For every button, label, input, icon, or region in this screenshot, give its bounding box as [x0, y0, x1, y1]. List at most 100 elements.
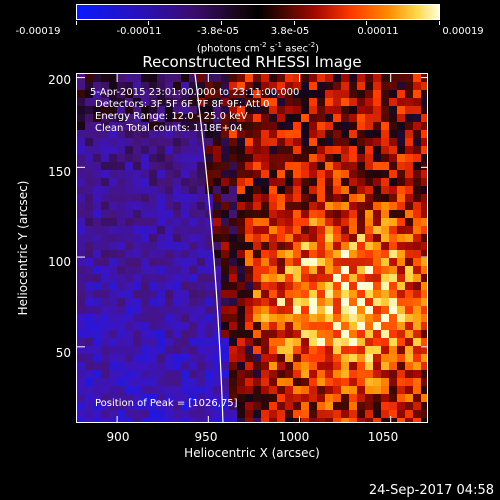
heatmap-cell: [293, 146, 301, 154]
heatmap-cell: [117, 386, 125, 394]
heatmap-cell: [205, 138, 213, 146]
heatmap-cell: [421, 402, 427, 410]
heatmap-cell: [197, 402, 205, 410]
heatmap-cell: [229, 178, 237, 186]
heatmap-cell: [405, 330, 413, 338]
heatmap-cell: [373, 114, 381, 122]
heatmap-cell: [77, 226, 85, 234]
heatmap-cell: [245, 122, 253, 130]
heatmap-cell: [117, 330, 125, 338]
heatmap-cell: [277, 186, 285, 194]
heatmap-cell: [357, 338, 365, 346]
colorbar: [76, 4, 440, 20]
heatmap-cell: [261, 322, 269, 330]
heatmap-cell: [165, 154, 173, 162]
heatmap-cell: [301, 370, 309, 378]
heatmap-cell: [165, 186, 173, 194]
heatmap-cell: [125, 402, 133, 410]
heatmap-cell: [213, 234, 221, 242]
heatmap-cell: [413, 370, 421, 378]
heatmap-cell: [141, 226, 149, 234]
heatmap-cell: [213, 186, 221, 194]
heatmap-cell: [325, 122, 333, 130]
heatmap-cell: [85, 282, 93, 290]
heatmap-cell: [213, 354, 221, 362]
heatmap-cell: [221, 338, 229, 346]
heatmap-cell: [365, 354, 373, 362]
heatmap-cell: [189, 114, 197, 122]
heatmap-cell: [181, 354, 189, 362]
x-tick-label: 1050: [367, 430, 399, 444]
heatmap-cell: [117, 226, 125, 234]
heatmap-cell: [229, 394, 237, 402]
heatmap-cell: [333, 98, 341, 106]
heatmap-cell: [93, 378, 101, 386]
heatmap-cell: [269, 282, 277, 290]
heatmap-cell: [373, 226, 381, 234]
heatmap-cell: [133, 106, 141, 114]
heatmap-cell: [93, 186, 101, 194]
heatmap-cell: [77, 218, 85, 226]
heatmap-cell: [373, 378, 381, 386]
heatmap-cell: [101, 330, 109, 338]
heatmap-cell: [277, 370, 285, 378]
heatmap-cell: [421, 346, 427, 354]
heatmap-cell: [349, 162, 357, 170]
heatmap-cell: [229, 306, 237, 314]
heatmap-cell: [349, 138, 357, 146]
heatmap-cell: [381, 154, 389, 162]
heatmap-cell: [165, 258, 173, 266]
heatmap-cell: [333, 74, 341, 82]
heatmap-cell: [333, 394, 341, 402]
heatmap-cell: [301, 202, 309, 210]
heatmap-cell: [317, 170, 325, 178]
heatmap-cell: [293, 346, 301, 354]
heatmap-cell: [397, 290, 405, 298]
heatmap-cell: [157, 242, 165, 250]
heatmap-cell: [197, 98, 205, 106]
heatmap-cell: [421, 290, 427, 298]
heatmap-cell: [141, 266, 149, 274]
heatmap-cell: [165, 202, 173, 210]
heatmap-cell: [237, 314, 245, 322]
heatmap-cell: [197, 306, 205, 314]
heatmap-cell: [301, 250, 309, 258]
heatmap-cell: [373, 122, 381, 130]
heatmap-cell: [245, 154, 253, 162]
heatmap-cell: [397, 258, 405, 266]
heatmap-cell: [349, 226, 357, 234]
heatmap-cell: [269, 90, 277, 98]
heatmap-cell: [293, 274, 301, 282]
heatmap-cell: [173, 354, 181, 362]
heatmap-cell: [413, 202, 421, 210]
heatmap-cell: [357, 210, 365, 218]
heatmap-cell: [245, 274, 253, 282]
heatmap-cell: [133, 314, 141, 322]
heatmap-cell: [293, 330, 301, 338]
heatmap-cell: [181, 138, 189, 146]
heatmap-cell: [413, 210, 421, 218]
heatmap-cell: [317, 386, 325, 394]
heatmap-cell: [213, 106, 221, 114]
heatmap-cell: [405, 378, 413, 386]
heatmap-cell: [253, 378, 261, 386]
heatmap-cell: [77, 146, 85, 154]
heatmap-cell: [101, 218, 109, 226]
heatmap-cell: [253, 226, 261, 234]
heatmap-cell: [381, 210, 389, 218]
heatmap-cell: [237, 258, 245, 266]
heatmap-cell: [173, 322, 181, 330]
heatmap-cell: [317, 274, 325, 282]
heatmap-cell: [101, 402, 109, 410]
heatmap-cell: [309, 98, 317, 106]
heatmap-cell: [125, 386, 133, 394]
heatmap-cell: [109, 386, 117, 394]
heatmap-cell: [205, 186, 213, 194]
heatmap-cell: [197, 354, 205, 362]
heatmap-cell: [365, 74, 373, 82]
heatmap-cell: [357, 122, 365, 130]
heatmap-cell: [349, 418, 357, 422]
heatmap-cell: [213, 138, 221, 146]
heatmap-cell: [365, 282, 373, 290]
heatmap-cell: [389, 194, 397, 202]
